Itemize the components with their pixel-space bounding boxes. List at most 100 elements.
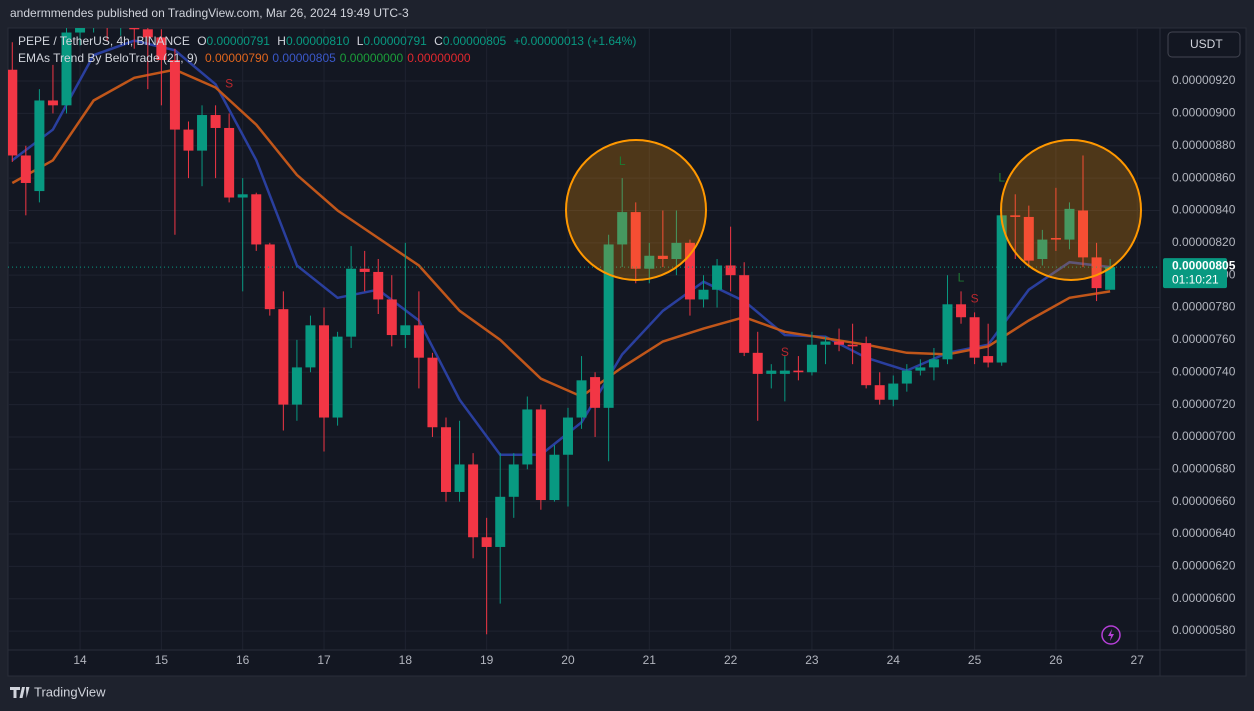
- x-tick-label: 23: [805, 653, 819, 667]
- candle-body: [752, 352, 763, 374]
- candle-body: [834, 341, 845, 345]
- candle-body: [684, 242, 695, 300]
- candle-body: [8, 69, 18, 156]
- candle-body: [522, 409, 533, 465]
- countdown: 01:10:21: [1172, 272, 1219, 286]
- ohlc-key: L: [357, 34, 364, 48]
- x-tick-label: 15: [155, 653, 169, 667]
- currency-button[interactable]: [1167, 31, 1241, 58]
- ema-lines: [11, 39, 1111, 456]
- indicator-name: EMAs Trend By BeloTrade (21, 9): [18, 51, 198, 65]
- candle-body: [535, 409, 546, 501]
- candle-body: [766, 370, 777, 374]
- candle-body: [1010, 215, 1021, 217]
- y-tick-label: 0.00000820: [1172, 235, 1236, 249]
- candle-body: [210, 115, 221, 128]
- candle-body: [562, 417, 573, 455]
- candle-body: [169, 60, 180, 130]
- candle-body: [508, 464, 519, 497]
- candle-body: [576, 380, 587, 418]
- x-tick-label: 22: [724, 653, 738, 667]
- candle-body: [779, 370, 790, 374]
- candle-body: [725, 265, 736, 276]
- publisher: andermmendes published on TradingView.co…: [10, 6, 409, 20]
- signal-label: S: [225, 76, 233, 90]
- candle-body: [495, 496, 506, 547]
- candle-body: [590, 377, 601, 408]
- candle-body: [874, 385, 885, 400]
- candle-body: [1105, 267, 1116, 290]
- candle-body: [888, 383, 899, 400]
- candle-body: [75, 28, 86, 33]
- candle-body: [34, 100, 45, 192]
- candle-body: [657, 255, 668, 260]
- candle-body: [129, 28, 140, 30]
- y-tick-label: 0.00000840: [1172, 203, 1236, 217]
- x-tick-label: 25: [968, 653, 982, 667]
- x-tick-label: 24: [887, 653, 901, 667]
- x-tick-label: 19: [480, 653, 494, 667]
- x-tick-label: 18: [399, 653, 413, 667]
- candle-body: [644, 255, 655, 269]
- last-price: 0.00000805: [1172, 258, 1236, 272]
- candle-body: [1050, 237, 1061, 240]
- x-tick-label: 20: [561, 653, 575, 667]
- y-tick-label: 0.00000600: [1172, 591, 1236, 605]
- candle-body: [47, 100, 58, 106]
- candle-body: [359, 268, 370, 272]
- x-tick-label: 21: [643, 653, 657, 667]
- indicator-value: 0.00000805: [272, 51, 336, 65]
- candle-body: [956, 304, 967, 318]
- ohlc-value: 0.00000791: [363, 34, 427, 48]
- brand: TradingView: [34, 684, 106, 699]
- change: +0.00000013 (+1.64%): [514, 34, 637, 48]
- price-label-box: [1163, 258, 1227, 289]
- candle-body: [427, 357, 438, 428]
- candle-body: [996, 215, 1007, 363]
- candle-body: [237, 194, 248, 198]
- x-tick-label: 26: [1049, 653, 1063, 667]
- candle-body: [468, 464, 479, 538]
- x-tick-label: 17: [317, 653, 331, 667]
- x-tick-label: 16: [236, 653, 250, 667]
- y-tick-label: 0.00000760: [1172, 332, 1236, 346]
- y-tick-label: 0.00000580: [1172, 623, 1236, 637]
- alert-icon[interactable]: [1101, 625, 1121, 645]
- candle-body: [413, 325, 424, 358]
- signal-label: L: [958, 271, 965, 285]
- candle-body: [61, 32, 72, 106]
- y-tick-label: 0.00000920: [1172, 73, 1236, 87]
- candle-body: [915, 367, 926, 371]
- candle-body: [386, 299, 397, 336]
- y-tick-label: 0.00000640: [1172, 526, 1236, 540]
- ohlc-value: 0.00000791: [207, 34, 271, 48]
- candle-body: [1064, 208, 1075, 240]
- y-tick-label: 0.00000900: [1172, 106, 1236, 120]
- candle-body: [20, 155, 31, 183]
- candle-body: [224, 127, 235, 198]
- candle-body: [983, 356, 994, 363]
- brand-logo: [10, 687, 30, 698]
- candle-body: [197, 115, 208, 151]
- x-tick-label: 14: [73, 653, 87, 667]
- candle-body: [264, 244, 275, 310]
- candle-body: [969, 317, 980, 358]
- candle-body: [928, 359, 939, 368]
- candle-body: [183, 129, 194, 151]
- candle-body: [278, 309, 289, 405]
- candle-body: [847, 344, 858, 347]
- alert-bolt[interactable]: [1108, 629, 1114, 641]
- candle-body: [942, 304, 953, 360]
- candle-body: [481, 537, 492, 547]
- highlight-circle: [565, 139, 707, 281]
- indicator-value: 0.00000000: [407, 51, 471, 65]
- y-tick-label: 0.00000780: [1172, 300, 1236, 314]
- currency[interactable]: USDT: [1190, 37, 1223, 51]
- candle-body: [861, 343, 872, 386]
- candle-body: [617, 212, 628, 245]
- signal-label: S: [781, 345, 789, 359]
- candle-body: [305, 325, 316, 368]
- candle-body: [400, 325, 411, 336]
- ohlc-key: O: [197, 34, 206, 48]
- y-tick-label: 0.00000720: [1172, 397, 1236, 411]
